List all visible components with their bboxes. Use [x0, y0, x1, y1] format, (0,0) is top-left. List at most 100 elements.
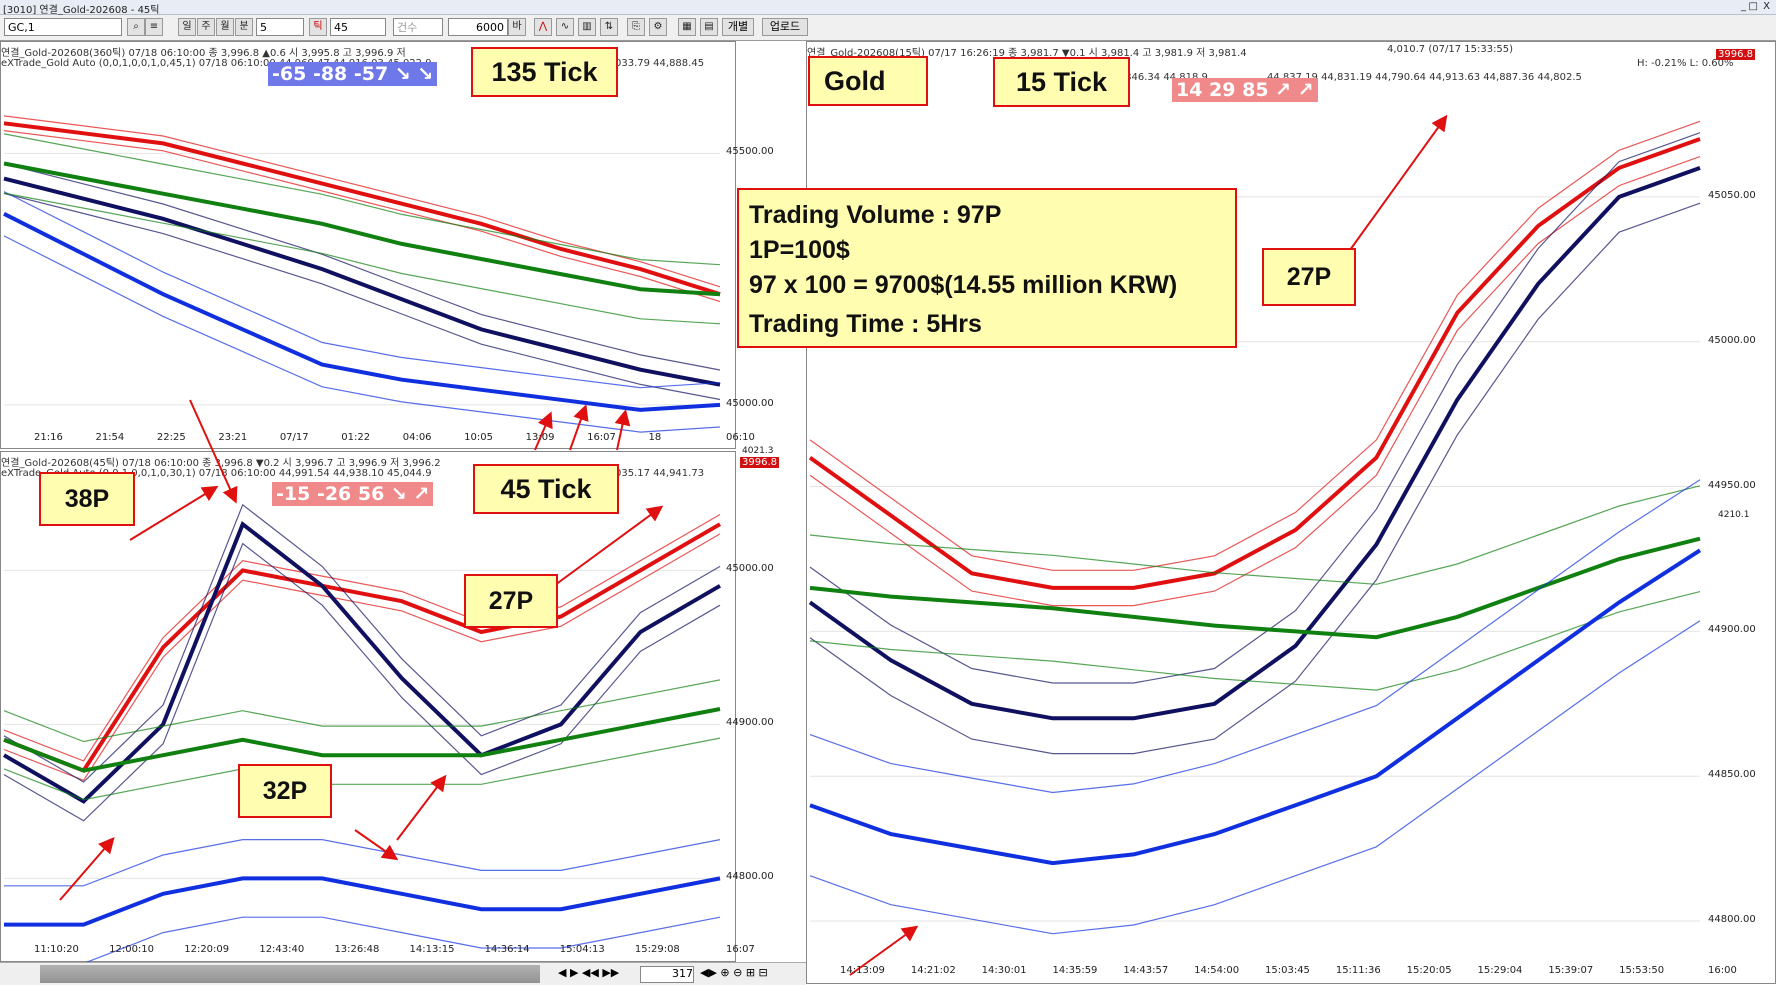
- month-button[interactable]: 월: [216, 18, 234, 36]
- annotation-arrow: [129, 485, 219, 541]
- time-axis-label: 07/17: [279, 432, 309, 443]
- search-list-icon[interactable]: ≡: [145, 18, 163, 36]
- toolbar: GC,1 ⌕ ≡ 일 주 월 분 5 틱 45 건수 6000 바 ⋀ ∿ ▥ …: [0, 15, 1776, 41]
- close-button[interactable]: X: [1763, 1, 1770, 12]
- price-axis-label: 45000.00: [1708, 334, 1756, 346]
- time-axis-label: 23:21: [218, 432, 248, 443]
- callout-45-tick: 45 Tick: [473, 464, 619, 514]
- sort-icon[interactable]: ⇅: [600, 18, 618, 36]
- series-line-blue: [4, 876, 721, 927]
- time-axis-label: 15:03:45: [1265, 965, 1310, 976]
- copy-icon[interactable]: ⎘: [627, 18, 645, 36]
- zoom-icons[interactable]: ◀▶ ⊕ ⊖ ⊞ ⊟: [700, 966, 768, 979]
- bar-button[interactable]: 바: [508, 18, 526, 36]
- price-axis-label: 44850.00: [1708, 769, 1756, 781]
- annotation-arrow: [849, 925, 919, 976]
- maximize-button[interactable]: □: [1748, 1, 1758, 12]
- info-total: 97 x 100 = 9700$(14.55 million KRW): [749, 271, 1178, 299]
- series-line-blue: [809, 548, 1702, 866]
- indicator-line: eXTrade_Gold Auto (0,0,1,0,0,1,0,30,1) 0…: [1, 468, 432, 479]
- time-axis-label: 11:10:20: [34, 944, 79, 955]
- band-line-green: [3, 133, 721, 266]
- band-line-navy: [809, 202, 1701, 755]
- band-line-green: [809, 485, 1701, 585]
- scroll-nav-icons[interactable]: ◀ ▶ ◀◀ ▶▶: [558, 966, 620, 979]
- visible-count-input[interactable]: 317: [640, 966, 694, 983]
- band-line-navy: [3, 542, 721, 822]
- info-time: Trading Time : 5Hrs: [749, 310, 982, 338]
- band-line-blue: [809, 620, 1701, 935]
- time-axis-label: 14:54:00: [1194, 965, 1240, 976]
- annotation-arrow: [189, 399, 238, 504]
- time-axis-label: 15:04:13: [559, 944, 605, 955]
- price-axis-label: 44800.00: [726, 871, 774, 883]
- callout-15-tick: 15 Tick: [993, 57, 1130, 107]
- price-axis-label: 45500.00: [726, 146, 774, 158]
- callout-27p-right: 27P: [1262, 248, 1356, 306]
- top-value-15tick: 4210.1: [1718, 510, 1750, 520]
- corner-time-label: 16:07: [726, 944, 755, 955]
- band-line-blue: [4, 916, 721, 965]
- grid-icon[interactable]: ▦: [678, 18, 696, 36]
- price-axis-label: 44900.00: [1708, 624, 1756, 636]
- band-line-blue: [3, 191, 721, 389]
- time-axis-label: 15:11:36: [1335, 965, 1381, 976]
- info-point-value: 1P=100$: [749, 236, 850, 264]
- upload-button[interactable]: 업로드: [762, 18, 808, 36]
- individual-button[interactable]: 개별: [722, 18, 754, 36]
- settings-icon[interactable]: ⚙: [649, 18, 667, 36]
- badge-15tick: 14 29 85 ↗ ↗: [1172, 78, 1318, 102]
- series-line-red: [808, 137, 1701, 590]
- tick-button[interactable]: 틱: [309, 18, 327, 36]
- annotation-arrow: [1349, 114, 1448, 251]
- time-axis-label: 21:16: [34, 432, 63, 443]
- indicator-line: eXTrade_Gold Auto (0,0,1,0,0,1,0,45,1) 0…: [1, 58, 432, 69]
- time-axis-label: 14:43:57: [1123, 965, 1169, 976]
- minimize-button[interactable]: _: [1741, 1, 1746, 12]
- tick-select[interactable]: 45: [330, 18, 386, 36]
- band-line-navy: [809, 132, 1701, 684]
- annotation-arrow: [396, 774, 447, 841]
- time-axis-label: 22:25: [156, 432, 186, 443]
- chart-panel-135tick[interactable]: 연결_Gold-202608(360틱) 07/18 06:10:00 종 3,…: [0, 41, 736, 449]
- search-icon[interactable]: ⌕: [127, 18, 145, 36]
- time-axis-label: 14:13:15: [409, 944, 455, 955]
- period-select[interactable]: 5: [256, 18, 304, 36]
- time-axis-label: 14:21:02: [910, 965, 956, 976]
- volume-overview[interactable]: [40, 965, 540, 983]
- count-input[interactable]: 6000: [448, 18, 508, 36]
- time-axis-label: 15:29:04: [1477, 965, 1523, 976]
- series-line-navy: [3, 176, 721, 387]
- series-line-blue: [3, 212, 721, 412]
- series-line-green: [3, 161, 721, 297]
- band-line-blue: [3, 235, 721, 433]
- time-axis-label: 14:35:59: [1052, 965, 1098, 976]
- week-button[interactable]: 주: [197, 18, 215, 36]
- price-tag-45tick: 3996.8: [740, 457, 779, 468]
- chart-type-icon[interactable]: ⋀: [534, 18, 552, 36]
- table-icon[interactable]: ▤: [700, 18, 718, 36]
- callout-27p-left: 27P: [464, 574, 558, 628]
- annotation-arrow: [554, 505, 664, 586]
- callout-38p: 38P: [39, 472, 135, 526]
- bar-chart-icon[interactable]: ▥: [578, 18, 596, 36]
- time-axis-label: 12:43:40: [259, 944, 305, 955]
- day-button[interactable]: 일: [178, 18, 196, 36]
- count-select[interactable]: 건수: [393, 18, 443, 36]
- callout-135-tick: 135 Tick: [471, 47, 618, 97]
- symbol-select[interactable]: GC,1: [4, 18, 122, 36]
- minute-button[interactable]: 분: [235, 18, 253, 36]
- time-axis-label: 14:13:09: [840, 965, 885, 976]
- price-axis-label: 44900.00: [726, 717, 774, 729]
- time-axis-label: 14:36:14: [484, 944, 530, 955]
- corner-time-label: 16:00: [1708, 965, 1737, 976]
- time-axis-label: 04:06: [402, 432, 432, 443]
- time-axis-label: 12:20:09: [184, 944, 230, 955]
- panel-header: 연결_Gold-202608(45틱) 07/18 06:10:00 종 3,9…: [1, 458, 441, 469]
- band-line-navy: [3, 192, 721, 401]
- bottom-scrollbar[interactable]: ◀ ▶ ◀◀ ▶▶ 317 ◀▶ ⊕ ⊖ ⊞ ⊟: [0, 962, 806, 985]
- time-axis-label: 15:29:08: [634, 944, 680, 955]
- annotation-arrow: [569, 404, 589, 451]
- line-chart-icon[interactable]: ∿: [556, 18, 574, 36]
